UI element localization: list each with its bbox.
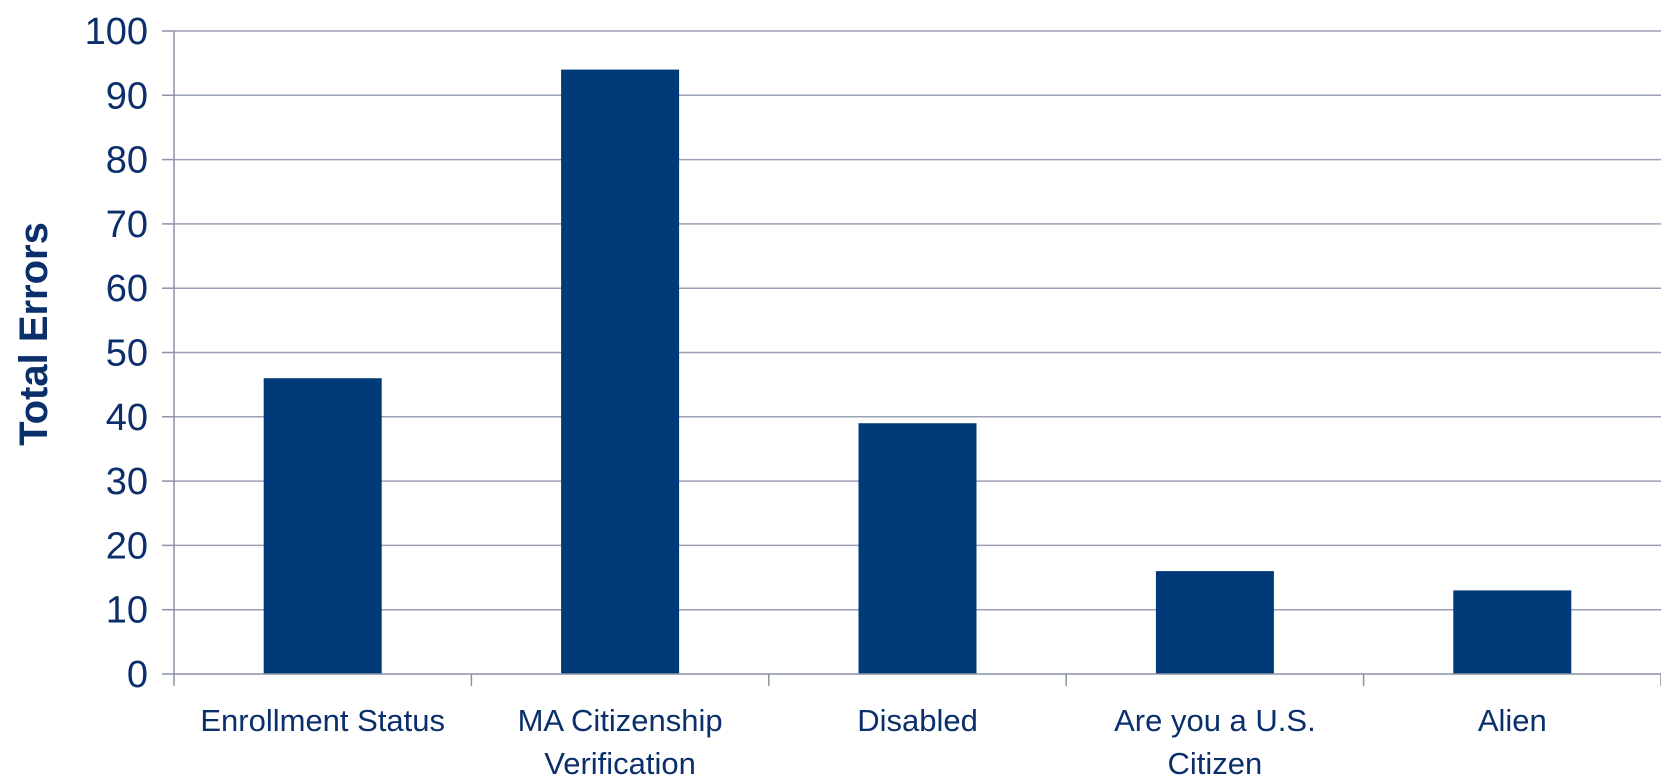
y-tick-label-50: 50 <box>106 333 148 375</box>
bar-1 <box>561 69 680 674</box>
x-category-label-line: Are you a U.S. <box>1114 703 1316 738</box>
x-category-label-line: Alien <box>1478 703 1547 738</box>
y-tick-label-80: 80 <box>106 140 148 182</box>
y-tick-labels: 0 10 20 30 40 50 60 70 80 90 100 <box>85 11 148 696</box>
y-tick-label-60: 60 <box>106 268 148 310</box>
bar-0 <box>263 378 382 674</box>
x-category-labels: Enrollment Status MA Citizenship Verificat… <box>200 703 1546 778</box>
y-tick-label-90: 90 <box>106 75 148 117</box>
axes <box>162 30 1661 686</box>
y-tick-label-0: 0 <box>127 654 148 696</box>
x-category-label-line: Verification <box>544 746 696 778</box>
bar-4 <box>1453 590 1572 674</box>
x-category-label-2: Disabled <box>857 703 978 738</box>
x-category-label-line: Enrollment Status <box>200 703 445 738</box>
y-tick-label-100: 100 <box>85 11 148 53</box>
x-category-label-0: Enrollment Status <box>200 703 445 738</box>
y-tick-label-20: 20 <box>106 525 148 567</box>
bar-2 <box>858 423 977 674</box>
bar-3 <box>1155 571 1274 674</box>
gridlines <box>174 30 1661 611</box>
x-category-label-line: MA Citizenship <box>518 703 723 738</box>
x-category-label-line: Disabled <box>857 703 978 738</box>
y-tick-label-10: 10 <box>106 590 148 632</box>
x-category-label-line: Citizen <box>1168 746 1263 778</box>
y-axis-title: Total Errors <box>12 222 56 446</box>
x-category-label-1: MA Citizenship Verification <box>518 703 723 778</box>
x-category-label-4: Alien <box>1478 703 1547 738</box>
y-tick-label-30: 30 <box>106 461 148 503</box>
y-tick-label-70: 70 <box>106 204 148 246</box>
y-tick-label-40: 40 <box>106 397 148 439</box>
bars <box>263 69 1572 674</box>
x-category-label-3: Are you a U.S. Citizen <box>1114 703 1316 778</box>
